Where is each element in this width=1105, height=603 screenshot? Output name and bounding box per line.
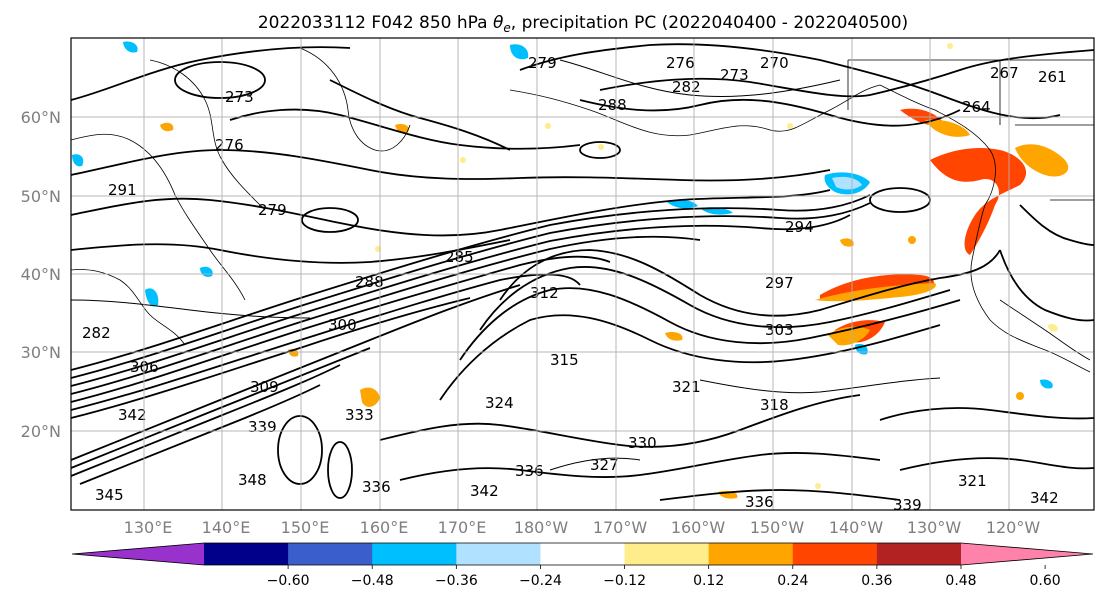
contour-label: 276 [666,54,695,72]
colorbar-tick-label: 0.60 [1030,573,1061,589]
contour-label: 318 [760,396,789,414]
lon-label: 150°E [281,518,330,537]
map-frame [70,37,1095,511]
colorbar-tick-label: 0.12 [693,573,724,589]
colorbar-tick-label: 0.36 [861,573,892,589]
contour-label: 282 [672,78,701,96]
contour-label: 279 [528,54,557,72]
contour-label: 288 [355,273,384,291]
colorbar-outline [71,542,1094,566]
lat-label: 60°N [21,108,61,127]
longitude-labels: 130°E 140°E 150°E 160°E 170°E 180°W 170°W 160°W… [124,518,1041,537]
lon-label: 170°E [438,518,487,537]
contour-label: 288 [598,96,627,114]
contour-label: 294 [785,218,814,236]
lon-label: 170°W [593,518,648,537]
colorbar-segment [624,543,710,565]
colorbar-segment [876,543,962,565]
colorbar-segment [204,543,289,565]
contour-label: 348 [238,471,267,489]
contour-label: 261 [1038,68,1067,86]
lon-label: 150°W [750,518,805,537]
lat-label: 30°N [21,343,61,362]
lat-label: 20°N [21,422,61,441]
colorbar-tick-label: −0.48 [351,573,394,589]
theta-e-contours-thin [70,59,941,471]
contour-label: 309 [250,378,279,396]
contour-label: 342 [1030,489,1059,507]
lon-label: 140°W [829,518,884,537]
contour-label: 321 [958,472,987,490]
coastlines [70,47,1094,373]
contour-label: 285 [445,248,474,266]
colorbar-tick-label: −0.24 [519,573,562,589]
contour-label: 339 [893,496,922,514]
contour-label: 273 [225,88,254,106]
colorbar-segment [708,543,794,565]
lon-label: 160°E [360,518,409,537]
contour-label: 339 [248,418,277,436]
lon-label: 140°E [202,518,251,537]
contour-label: 282 [82,324,111,342]
contour-label: 300 [328,316,357,334]
contour-label: 291 [108,181,137,199]
theta-e-contours [70,43,1095,501]
contour-label: 342 [118,406,147,424]
colorbar-segment [456,543,541,565]
contour-label: 297 [765,274,794,292]
colorbar-segment [372,543,457,565]
contour-label: 321 [672,378,701,396]
lon-label: 180°W [514,518,569,537]
contour-label: 336 [362,478,391,496]
colorbar-segment [792,543,878,565]
latitude-labels: 60°N 50°N 40°N 30°N 20°N [21,108,61,441]
colorbar-tick-label: −0.36 [435,573,478,589]
lon-label: 160°W [671,518,726,537]
map-title: 2022033112 F042 850 hPa θe, precipitatio… [258,13,908,35]
contour-label: 264 [962,98,991,116]
contour-label: 267 [990,64,1019,82]
colorbar-tick-label: −0.12 [603,573,646,589]
contour-label: 336 [745,493,774,511]
contour-label: 315 [550,351,579,369]
colorbar-tick-label: −0.60 [267,573,310,589]
contour-label: 333 [345,406,374,424]
colorbar: −0.60 −0.48 −0.36 −0.24 −0.12 0.12 0.24 0.36 0.4… [71,542,1094,589]
contour-label: 276 [215,136,244,154]
contour-label: 327 [590,456,619,474]
gridlines [71,38,1094,510]
colorbar-segment [288,543,373,565]
lon-label: 130°E [124,518,173,537]
contour-label: 345 [95,486,124,504]
colorbar-tick-label: 0.48 [945,573,976,589]
contour-label: 312 [530,284,559,302]
map-panel: 279 276 270 273 261 264 267 288 282 273 … [70,37,1095,514]
colorbar-tick-label: 0.24 [777,573,808,589]
lat-label: 40°N [21,265,61,284]
contour-label: 270 [760,54,789,72]
colorbar-extend-high [961,543,1093,565]
lon-label: 120°W [986,518,1041,537]
colorbar-extend-low [72,543,204,565]
lon-label: 130°W [907,518,962,537]
contour-label: 279 [258,201,287,219]
lat-label: 50°N [21,187,61,206]
contour-label: 342 [470,482,499,500]
contour-label: 324 [485,394,514,412]
contour-label: 303 [765,321,794,339]
contour-label: 336 [515,462,544,480]
contour-label: 273 [720,66,749,84]
colorbar-segment [540,543,626,565]
contour-label: 330 [628,434,657,452]
